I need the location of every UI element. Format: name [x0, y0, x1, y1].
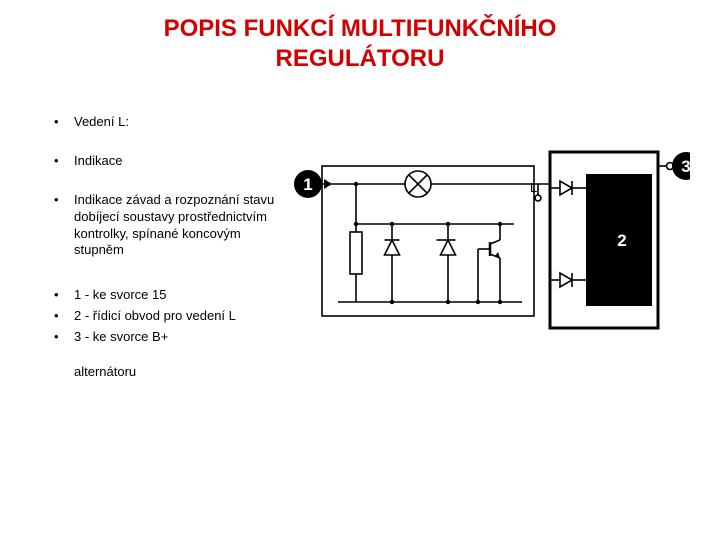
list-item: •1 - ke svorce 15	[54, 287, 280, 304]
svg-text:2: 2	[617, 231, 626, 250]
page-title: POPIS FUNKCÍ MULTIFUNKČNÍHO REGULÁTORU	[0, 0, 720, 74]
svg-text:3: 3	[681, 157, 690, 176]
bullet-dot: •	[54, 329, 74, 346]
list-item: •Indikace	[54, 153, 280, 170]
list-item: •2 - řídicí obvod pro vedení L	[54, 308, 280, 325]
bullet-dot: •	[54, 192, 74, 260]
bullet-text: Vedení L:	[74, 114, 280, 131]
circuit-diagram: L 2 1 3	[290, 132, 690, 332]
svg-text:L: L	[530, 180, 537, 195]
bullet-dot	[54, 364, 74, 381]
bullet-dot: •	[54, 114, 74, 131]
bullet-dot: •	[54, 153, 74, 170]
bullet-text: 2 - řídicí obvod pro vedení L	[74, 308, 280, 325]
bullet-text: 3 - ke svorce B+	[74, 329, 280, 346]
bullet-text: Indikace závad a rozpoznání stavu dobíje…	[74, 192, 280, 260]
diagram-container: L 2 1 3	[290, 114, 720, 381]
bullet-text: 1 - ke svorce 15	[74, 287, 280, 304]
bullet-list: •Vedení L:•Indikace•Indikace závad a roz…	[0, 114, 290, 381]
bullet-text: Indikace	[74, 153, 280, 170]
title-line-2: REGULÁTORU	[0, 44, 720, 74]
svg-text:1: 1	[303, 175, 312, 194]
title-line-1: POPIS FUNKCÍ MULTIFUNKČNÍHO	[0, 14, 720, 44]
list-item: alternátoru	[54, 364, 280, 381]
list-item: •3 - ke svorce B+	[54, 329, 280, 346]
bullet-dot: •	[54, 308, 74, 325]
bullet-dot: •	[54, 287, 74, 304]
bullet-text: alternátoru	[74, 364, 280, 381]
list-item: •Vedení L:	[54, 114, 280, 131]
list-item: •Indikace závad a rozpoznání stavu dobíj…	[54, 192, 280, 260]
content-row: •Vedení L:•Indikace•Indikace závad a roz…	[0, 114, 720, 381]
